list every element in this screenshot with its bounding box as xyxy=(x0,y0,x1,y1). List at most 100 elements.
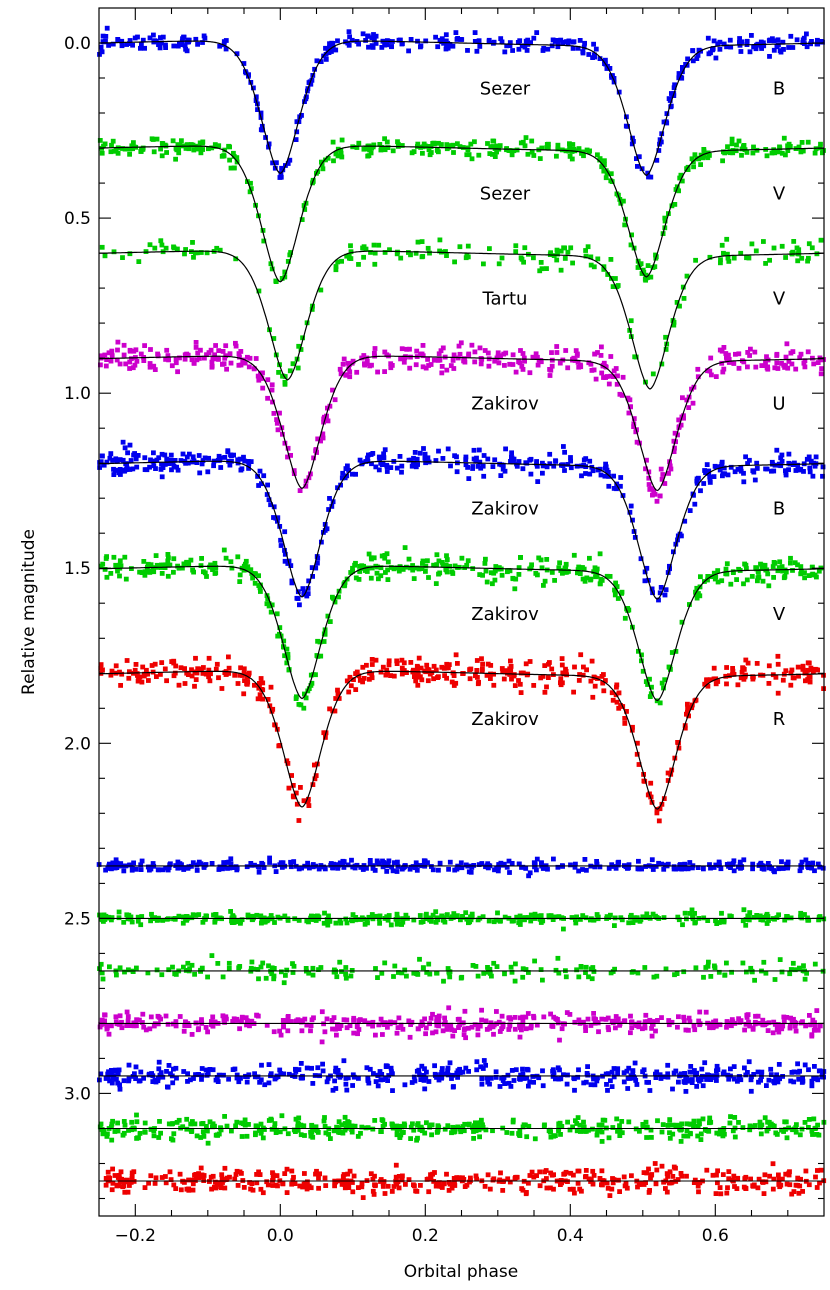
data-point xyxy=(510,48,515,53)
data-point xyxy=(720,1127,726,1133)
data-point xyxy=(630,724,635,730)
data-point xyxy=(354,862,360,868)
data-point xyxy=(210,1023,216,1029)
data-point xyxy=(308,672,314,678)
data-point xyxy=(320,431,326,437)
data-point xyxy=(479,1017,484,1023)
data-point xyxy=(281,1071,287,1077)
data-point xyxy=(674,300,680,305)
data-point xyxy=(145,561,151,567)
data-point xyxy=(394,911,400,917)
data-point xyxy=(289,773,294,778)
data-point xyxy=(781,1019,787,1025)
data-point xyxy=(770,564,776,569)
data-point xyxy=(544,684,549,690)
data-point xyxy=(553,1076,558,1082)
data-point xyxy=(436,1077,442,1083)
data-point xyxy=(466,152,472,157)
data-point xyxy=(473,458,479,464)
data-point xyxy=(190,860,196,866)
data-point xyxy=(104,554,109,559)
data-point xyxy=(118,683,123,688)
data-point xyxy=(546,913,552,919)
data-point xyxy=(258,589,263,594)
data-point xyxy=(761,866,767,872)
data-point xyxy=(287,368,293,374)
data-point xyxy=(419,566,425,571)
data-point xyxy=(813,454,819,460)
data-point xyxy=(488,1020,494,1026)
data-point xyxy=(582,857,588,862)
data-point xyxy=(458,860,464,866)
data-point xyxy=(347,374,353,380)
data-point xyxy=(430,1030,435,1036)
data-point xyxy=(635,265,641,270)
data-point xyxy=(475,1026,481,1032)
data-point xyxy=(245,675,250,680)
data-point xyxy=(341,865,347,870)
data-point xyxy=(583,1024,588,1030)
data-point xyxy=(741,857,747,863)
data-point xyxy=(506,1027,512,1032)
data-point xyxy=(179,138,184,144)
data-point xyxy=(318,287,324,293)
data-point xyxy=(268,913,274,918)
data-point xyxy=(356,140,362,146)
data-point xyxy=(498,353,503,359)
data-point xyxy=(798,466,804,472)
data-point xyxy=(361,146,367,152)
data-point xyxy=(213,144,218,149)
data-point xyxy=(766,918,771,923)
data-point xyxy=(717,1127,723,1133)
data-point xyxy=(214,1075,220,1080)
data-point xyxy=(520,139,526,145)
data-point xyxy=(174,464,179,470)
data-point xyxy=(493,1069,499,1075)
data-point xyxy=(507,361,513,367)
data-point xyxy=(796,673,801,679)
data-point xyxy=(258,127,264,133)
data-point xyxy=(445,446,451,452)
data-point xyxy=(667,98,673,103)
data-point xyxy=(171,556,177,562)
data-point xyxy=(754,466,760,471)
data-point xyxy=(586,52,592,57)
data-point xyxy=(746,255,752,261)
data-point xyxy=(478,465,484,471)
data-point xyxy=(801,35,807,41)
data-point xyxy=(412,1078,418,1084)
data-point xyxy=(764,354,769,360)
data-point xyxy=(625,608,631,613)
data-point xyxy=(444,661,450,667)
data-point xyxy=(695,865,701,870)
data-point xyxy=(376,467,382,473)
data-point xyxy=(631,139,636,144)
data-point xyxy=(231,452,236,458)
data-point xyxy=(148,1014,154,1020)
data-point xyxy=(147,361,153,366)
data-point xyxy=(708,355,714,361)
data-point xyxy=(217,247,223,253)
data-point xyxy=(361,254,366,260)
data-point xyxy=(438,348,444,354)
data-point xyxy=(407,565,413,571)
data-point xyxy=(191,569,196,575)
data-point xyxy=(117,467,123,472)
data-point xyxy=(436,448,441,454)
data-point xyxy=(548,250,553,256)
data-point xyxy=(729,969,734,975)
data-point xyxy=(491,1031,496,1037)
data-point xyxy=(583,1129,589,1134)
data-point xyxy=(451,673,457,678)
data-point xyxy=(234,1075,240,1081)
data-point xyxy=(194,460,200,465)
data-point xyxy=(665,1123,671,1128)
data-point xyxy=(749,574,755,579)
data-point xyxy=(661,685,666,691)
data-point xyxy=(162,452,168,458)
data-point xyxy=(580,913,586,918)
data-point xyxy=(109,917,114,923)
data-point xyxy=(159,141,165,146)
data-point xyxy=(152,661,158,667)
data-point xyxy=(776,1062,782,1067)
